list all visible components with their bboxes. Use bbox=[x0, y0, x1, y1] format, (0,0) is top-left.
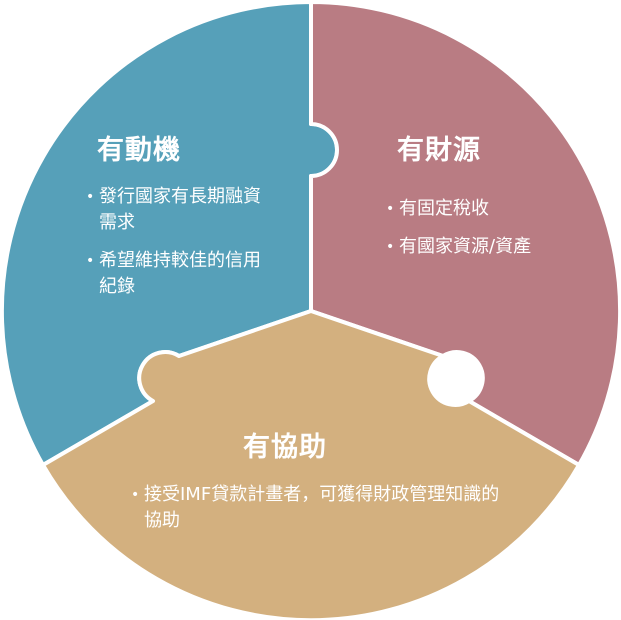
assistance-bullet-1: 接受IMF貸款計畫者，可獲得財政管理知識的協助 bbox=[131, 482, 501, 534]
assistance-title: 有協助 bbox=[243, 432, 327, 463]
motivation-bullets: 發行國家有長期融資需求 希望維持較佳的信用紀錄 bbox=[86, 184, 274, 312]
motivation-bullet-2: 希望維持較佳的信用紀錄 bbox=[86, 248, 274, 300]
finance-bullet-2: 有國家資源/資產 bbox=[386, 234, 596, 260]
assistance-bullets: 接受IMF貸款計畫者，可獲得財政管理知識的協助 bbox=[131, 482, 501, 546]
finance-bullets: 有固定稅收 有國家資源/資產 bbox=[386, 196, 596, 272]
assistance-puzzle-piece bbox=[41, 309, 581, 620]
finance-bullet-1: 有固定稅收 bbox=[386, 196, 596, 222]
motivation-title: 有動機 bbox=[97, 135, 181, 166]
motivation-bullet-1: 發行國家有長期融資需求 bbox=[86, 184, 274, 236]
finance-title: 有財源 bbox=[397, 135, 481, 166]
